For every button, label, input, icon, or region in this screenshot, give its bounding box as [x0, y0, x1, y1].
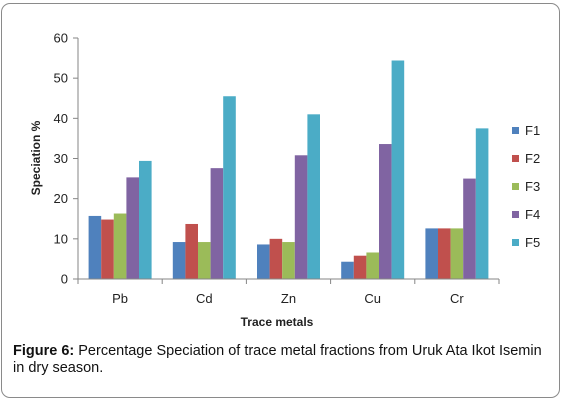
legend-label-f5: F5 [525, 235, 540, 250]
y-tick-label: 10 [54, 231, 68, 246]
bar-f5-cu [391, 60, 405, 279]
bar-f4-zn [294, 155, 308, 279]
bar-f2-cu [353, 255, 367, 279]
caption-text: Percentage Speciation of trace metal fra… [13, 343, 542, 376]
bar-f2-cr [438, 228, 451, 279]
caption-label: Figure 6: [13, 343, 75, 359]
y-tick-label: 20 [54, 191, 68, 206]
legend-swatch-f3 [512, 183, 519, 190]
x-tick-label: Cr [450, 291, 464, 306]
x-tick-label: Cu [364, 291, 381, 306]
bar-f3-cr [450, 228, 464, 279]
bar-f4-cd [210, 168, 224, 279]
y-tick-label: 40 [54, 111, 68, 126]
bar-f2-cd [185, 223, 198, 279]
legend-label-f4: F4 [525, 207, 540, 222]
bar-f3-cd [198, 242, 211, 279]
y-tick-label: 50 [54, 71, 68, 86]
x-tick-label: Cd [196, 291, 213, 306]
x-tick-label: Zn [281, 291, 296, 306]
bar-f5-cd [223, 96, 236, 279]
bar-f1-cr [425, 228, 438, 279]
bar-f3-pb [113, 213, 127, 279]
bar-f1-pb [88, 215, 102, 279]
x-axis-title: Trace metals [241, 315, 314, 329]
y-tick-label: 60 [54, 31, 68, 46]
y-tick-label: 0 [61, 272, 68, 287]
bar-f5-cr [475, 128, 489, 279]
bar-f2-zn [269, 238, 283, 279]
bar-f1-cd [172, 242, 186, 279]
legend-swatch-f5 [512, 239, 519, 246]
legend-swatch-f4 [512, 211, 519, 218]
axes [77, 38, 499, 280]
y-tick-label: 30 [54, 151, 68, 166]
bar-f1-zn [257, 244, 270, 279]
x-axis-ticks: Pb Cd Zn Cu Cr [77, 279, 500, 306]
legend: F1 F2 F3 F4 F5 [512, 123, 540, 250]
bar-chart: 0 10 20 30 40 50 60 Pb Cd Zn Cu Cr Speciation % Tr… [29, 31, 540, 330]
bar-f5-pb [139, 160, 152, 279]
bar-f1-cu [341, 261, 354, 279]
bars [88, 60, 489, 279]
legend-label-f3: F3 [525, 179, 540, 194]
legend-swatch-f2 [512, 155, 519, 162]
bar-f4-cu [379, 144, 392, 279]
legend-label-f1: F1 [525, 123, 540, 138]
bar-f3-zn [282, 242, 295, 279]
figure-caption: Figure 6: Percentage Speciation of trace… [13, 343, 553, 377]
bar-f4-pb [126, 177, 139, 279]
x-tick-label: Pb [112, 291, 128, 306]
bar-f3-cu [366, 252, 379, 279]
y-axis-title: Speciation % [29, 120, 43, 195]
figure-frame [1, 3, 560, 398]
legend-swatch-f1 [512, 127, 519, 134]
bar-f4-cr [463, 178, 476, 279]
bar-f2-pb [101, 219, 114, 279]
bar-f5-zn [307, 114, 320, 279]
y-axis-ticks: 0 10 20 30 40 50 60 [54, 31, 78, 287]
legend-label-f2: F2 [525, 151, 540, 166]
